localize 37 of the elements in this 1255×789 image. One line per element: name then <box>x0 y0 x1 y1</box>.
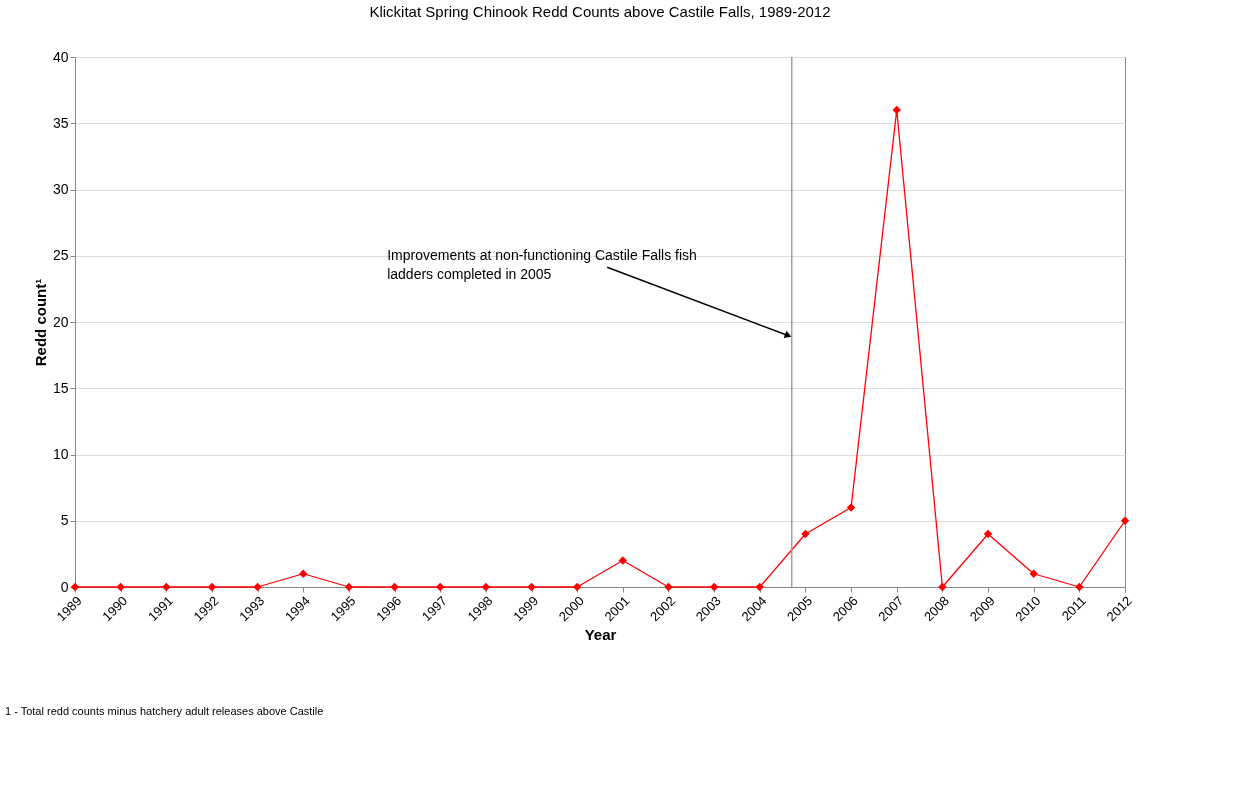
point <box>527 582 536 592</box>
point <box>1075 582 1084 592</box>
point <box>253 582 262 592</box>
y-tick-label: 30 <box>52 181 69 197</box>
x-axis-title: Year <box>584 626 617 644</box>
y-tick-label: 20 <box>52 313 69 330</box>
point <box>436 582 445 592</box>
y-tick-label: 35 <box>52 114 69 131</box>
y-tick-label: 40 <box>52 48 69 65</box>
y-tick-label: 25 <box>52 247 69 264</box>
y-axis-title: Redd count¹ <box>31 278 49 367</box>
annotation: Improvements at non-functioning Castile Falls fish ladders completed in 2005 <box>387 247 697 283</box>
point <box>1120 516 1130 525</box>
point <box>618 556 628 565</box>
point <box>664 582 673 592</box>
point <box>344 582 354 592</box>
point <box>983 529 993 539</box>
point <box>846 503 856 512</box>
point <box>709 582 719 592</box>
point <box>207 582 217 592</box>
point <box>572 582 582 592</box>
point <box>892 105 901 115</box>
point <box>299 569 308 578</box>
point <box>116 582 125 592</box>
y-tick-label: 10 <box>52 446 69 462</box>
chart-title: Klickitat Spring Chinook Redd Counts above Castile Falls, 1989-2012 <box>369 3 831 20</box>
point <box>390 582 399 592</box>
y-tick-label: 0 <box>60 578 69 595</box>
point <box>801 529 810 539</box>
point <box>938 582 947 592</box>
point <box>755 582 764 592</box>
text: 1 - Total redd counts minus hatchery adult releases above Castile <box>5 705 324 717</box>
point <box>481 582 491 592</box>
point <box>1029 569 1038 578</box>
y-tick-label: 15 <box>52 379 69 396</box>
y-tick-label: 5 <box>60 512 69 529</box>
point <box>162 582 171 592</box>
